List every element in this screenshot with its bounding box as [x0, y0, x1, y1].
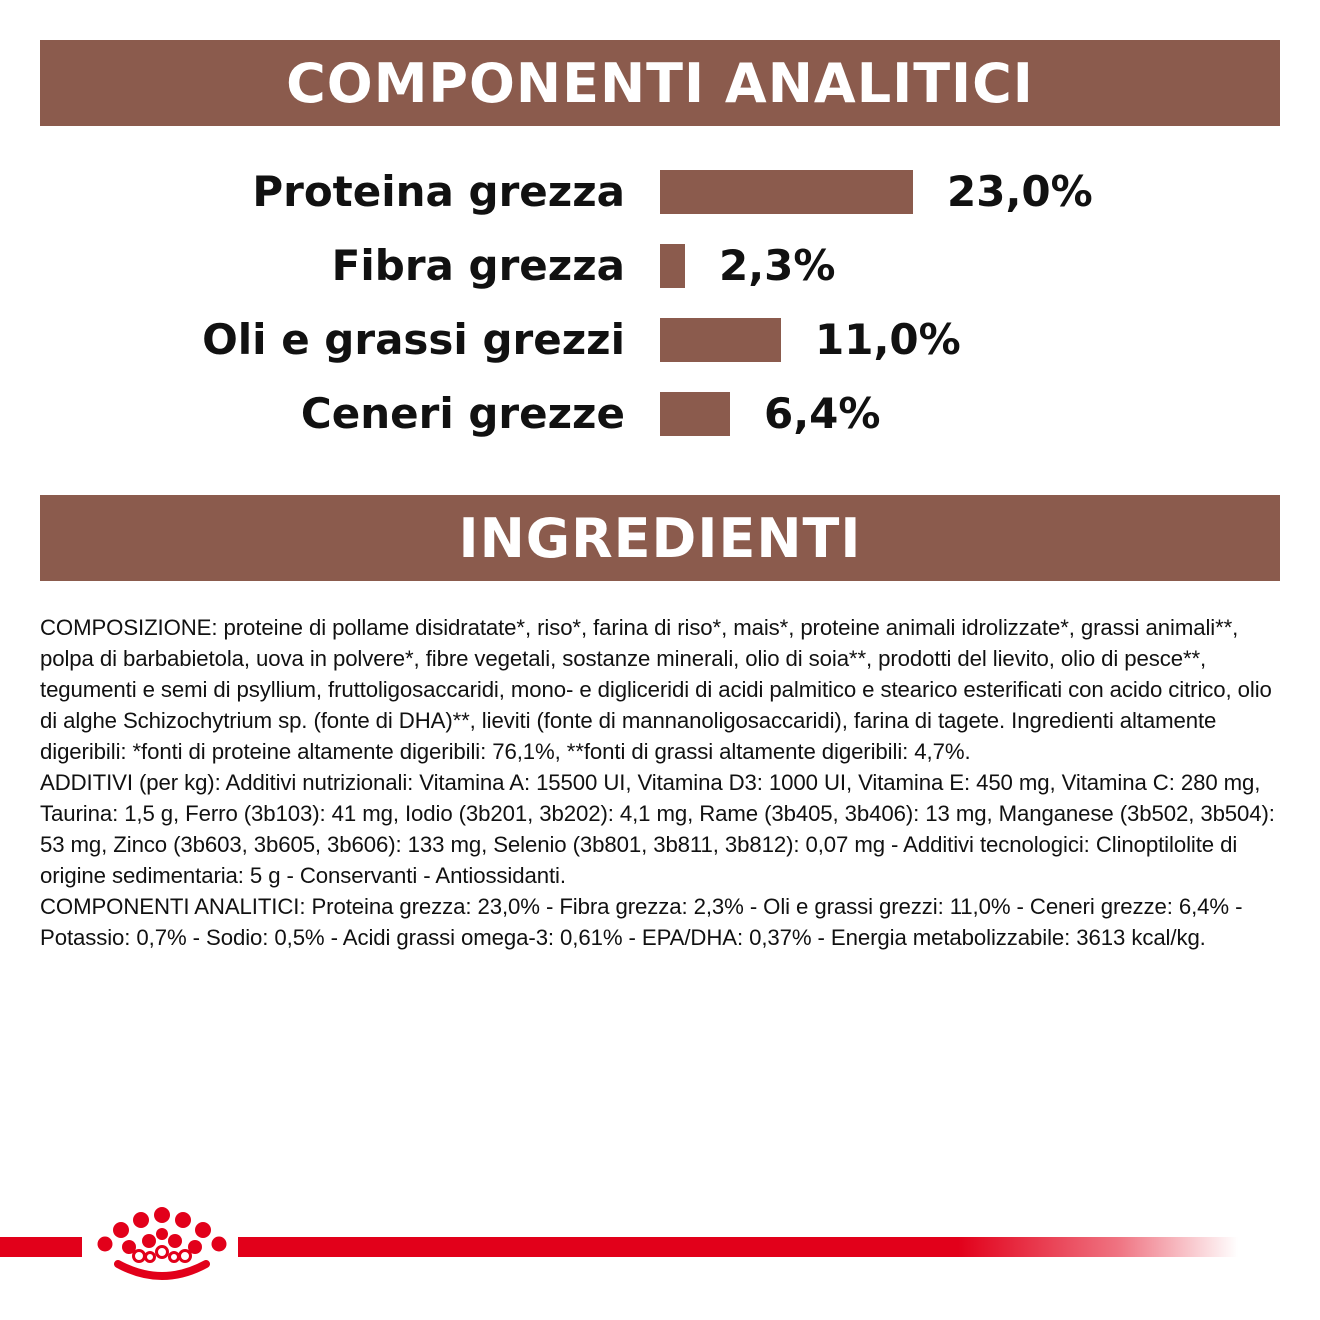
analytic-components-banner: COMPONENTI ANALITICI	[40, 40, 1280, 126]
analytic-row-label: Ceneri grezze	[300, 389, 625, 438]
analytic-row-bar	[660, 318, 781, 362]
analytic-row: Ceneri grezze 6,4%	[0, 386, 1320, 442]
analytic-row-bar	[660, 170, 913, 214]
ingredients-title: INGREDIENTI	[458, 506, 862, 570]
analytic-row-label: Proteina grezza	[252, 167, 625, 216]
brand-line-right	[238, 1237, 1238, 1257]
crown-dot	[97, 1236, 113, 1252]
analytic-row-label: Fibra grezza	[331, 241, 625, 290]
analytic-row: Proteina grezza 23,0%	[0, 164, 1320, 220]
analytic-row-value: 23,0%	[947, 167, 1093, 216]
crown-dot	[175, 1212, 191, 1228]
analytic-row-value: 11,0%	[815, 315, 961, 364]
analytic-row-bar	[660, 392, 730, 436]
analytic-row-bar	[660, 244, 685, 288]
crown-dot	[154, 1207, 170, 1223]
crown-dot	[144, 1251, 156, 1263]
brand-line-left	[0, 1237, 82, 1257]
crown-dot	[168, 1234, 182, 1248]
crown-dot	[122, 1240, 136, 1254]
analytic-row: Fibra grezza 2,3%	[0, 238, 1320, 294]
crown-dot	[133, 1212, 149, 1228]
composition-paragraph: COMPOSIZIONE: proteine di pollame disidr…	[40, 615, 1272, 764]
crown-dot	[132, 1249, 146, 1263]
analytic-components-title: COMPONENTI ANALITICI	[286, 51, 1034, 115]
analytic-components-paragraph: COMPONENTI ANALITICI: Proteina grezza: 2…	[40, 894, 1243, 950]
ingredients-text: COMPOSIZIONE: proteine di pollame disidr…	[40, 612, 1280, 953]
crown-dot	[195, 1222, 211, 1238]
crown-dot	[188, 1240, 202, 1254]
analytic-row-label: Oli e grassi grezzi	[202, 315, 625, 364]
crown-dot	[155, 1245, 169, 1259]
crown-icon	[97, 1207, 227, 1280]
crown-dot	[211, 1236, 227, 1252]
crown-dot	[142, 1234, 156, 1248]
crown-base	[114, 1260, 210, 1280]
crown-dot	[113, 1222, 129, 1238]
crown-dot	[168, 1251, 180, 1263]
crown-dot	[156, 1228, 168, 1240]
additives-paragraph: ADDITIVI (per kg): Additivi nutrizionali…	[40, 770, 1275, 888]
analytic-row-value: 2,3%	[719, 241, 836, 290]
ingredients-banner: INGREDIENTI	[40, 495, 1280, 581]
analytic-row-value: 6,4%	[764, 389, 881, 438]
analytic-row: Oli e grassi grezzi 11,0%	[0, 312, 1320, 368]
crown-dot	[178, 1249, 192, 1263]
